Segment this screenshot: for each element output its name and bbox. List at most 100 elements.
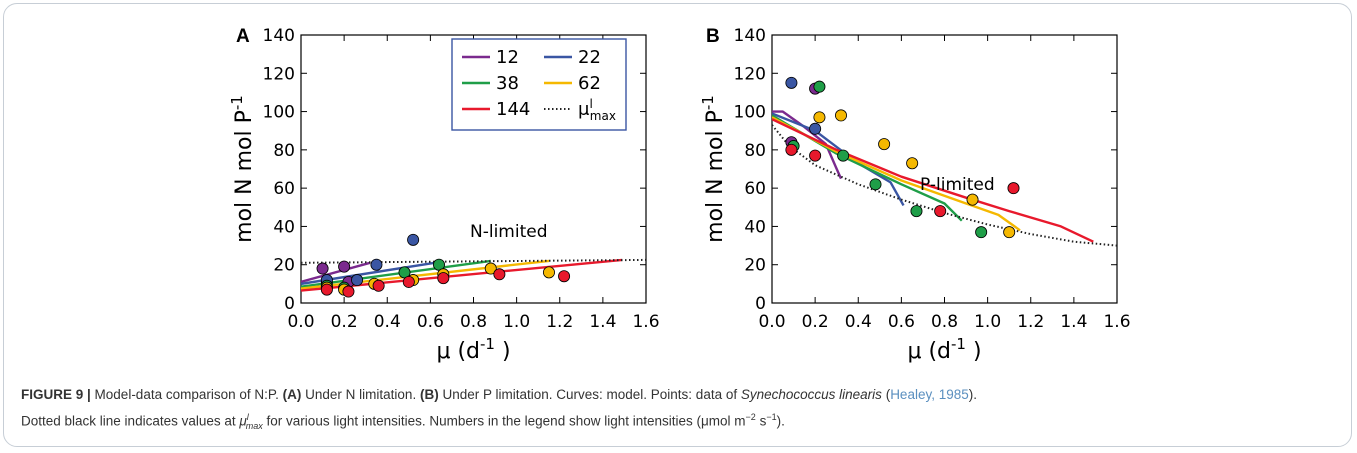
panel-b-data-point xyxy=(934,205,947,218)
panel-a-letter: A xyxy=(236,26,250,47)
panel-b-chart: 0.0 0.2 0.4 0.6 0.8 1.0 1.2 1.4 1.6 0 20 40 60 80 100 1… xyxy=(699,26,1131,364)
caption-line2-a: Dotted black line indicates values at xyxy=(21,413,240,429)
panel-a-data-point xyxy=(484,262,497,275)
panel-b-ytick-label: 40 xyxy=(744,217,766,237)
figure-caption: FIGURE 9 | Model-data comparison of N:P.… xyxy=(21,384,1341,437)
panel-b-ytick-label: 0 xyxy=(755,294,766,314)
caption-label-a: (A) xyxy=(282,387,302,402)
panel-a-data-point xyxy=(320,283,333,296)
panel-a-data-point xyxy=(437,272,450,285)
panel-b-xtick-label: 0.6 xyxy=(888,312,915,332)
panel-a-data-point xyxy=(342,285,355,298)
panel-a-annotation: N-limited xyxy=(470,222,548,242)
panel-a-data-point xyxy=(338,260,351,273)
panel-b-data-point xyxy=(813,80,826,93)
panel-b-letter: B xyxy=(706,26,720,47)
panel-b-annotation: P-limited xyxy=(920,175,995,195)
panel-b-ytick-label: 20 xyxy=(744,256,766,276)
panel-a-data-point xyxy=(351,274,364,287)
panel-a-series-line-144 xyxy=(301,258,623,292)
figure-frame xyxy=(3,3,1352,447)
panel-a-data-point xyxy=(542,266,555,279)
panel-a-series-line-12 xyxy=(301,261,371,284)
panel-b-series-line-144 xyxy=(772,118,1094,243)
panel-b-xtick-label: 1.2 xyxy=(1017,312,1044,332)
caption-mu-symbol: μ xyxy=(239,413,247,429)
panel-b-xtick-label: 1.6 xyxy=(1103,312,1130,332)
panel-b-ytick-label: 140 xyxy=(734,26,766,46)
caption-text-2: Under N limitation. xyxy=(301,387,420,402)
panel-a-ytick-label: 140 xyxy=(263,26,295,46)
panel-b-ytick-label: 60 xyxy=(744,179,766,199)
panel-b-ytick-label: 100 xyxy=(734,103,766,123)
panel-a-legend-label: 22 xyxy=(578,47,601,68)
panel-a-legend-label: μl max xyxy=(578,97,616,123)
panel-a-legend-label: 38 xyxy=(496,73,519,94)
caption-species: Synechococcus linearis xyxy=(740,387,882,402)
panel-a-y-axis-label: mol N mol P-1 xyxy=(228,95,257,243)
panel-b-xtick-label: 1.4 xyxy=(1060,312,1087,332)
panel-a-data-point xyxy=(316,262,329,275)
panel-b-data-point xyxy=(809,149,822,162)
panel-b-xtick-label: 0.8 xyxy=(931,312,958,332)
panel-b-xtick-label: 0.4 xyxy=(845,312,872,332)
panel-b-data-point xyxy=(975,226,988,239)
panel-a-xtick-label: 0.4 xyxy=(374,312,401,332)
panel-a-xtick-label: 1.6 xyxy=(632,312,659,332)
caption-text-3: Under P limitation. Curves: model. Point… xyxy=(438,387,741,402)
panel-a-data-point xyxy=(493,268,506,281)
panel-b-ytick-label: 120 xyxy=(734,64,766,84)
caption-text-5: ). xyxy=(968,387,977,402)
panel-b-y-axis-label: mol N mol P-1 xyxy=(699,95,728,243)
panel-b-data-point xyxy=(785,76,798,89)
panel-a-data-point xyxy=(370,258,383,271)
caption-line2-c: s xyxy=(755,413,767,429)
figure-label: FIGURE 9 | xyxy=(21,387,91,402)
caption-mu-sub: max xyxy=(245,421,263,432)
panel-a-legend-label: 62 xyxy=(578,73,601,94)
caption-line2-b: for various light intensities. Numbers i… xyxy=(262,413,746,429)
panel-b-xtick-label: 0.0 xyxy=(758,312,785,332)
panel-b-ytick-label: 80 xyxy=(744,141,766,161)
panel-a-xtick-label: 0.0 xyxy=(287,312,314,332)
panel-a-data-point xyxy=(372,279,385,292)
panel-b-xtick-label: 1.0 xyxy=(974,312,1001,332)
figure-charts: 0.0 0.2 0.4 0.6 0.8 1.0 1.2 1.4 1.6 0 20 40 60 80 100 1… xyxy=(228,26,1131,364)
caption-text-1: Model-data comparison of N:P. xyxy=(90,387,283,402)
panel-b-data-point xyxy=(966,193,979,206)
caption-text-4: ( xyxy=(881,387,891,402)
panel-a-chart: 0.0 0.2 0.4 0.6 0.8 1.0 1.2 1.4 1.6 0 20 40 60 80 100 1… xyxy=(228,26,660,364)
panel-b-data-point xyxy=(813,111,826,124)
caption-citation-link[interactable]: Healey, 1985 xyxy=(890,387,969,402)
panel-a-xtick-label: 0.6 xyxy=(417,312,444,332)
panel-b-x-axis-label: μ (d-1 ) xyxy=(907,335,981,364)
panel-a-x-axis-label: μ (d-1 ) xyxy=(436,335,510,364)
caption-label-b: (B) xyxy=(419,387,439,402)
panel-a-data-point xyxy=(402,275,415,288)
panel-a-ytick-label: 100 xyxy=(263,103,295,123)
panel-a-ytick-label: 40 xyxy=(273,217,295,237)
caption-mu-sup: l xyxy=(246,412,249,422)
panel-b-series-group xyxy=(772,110,1117,247)
panel-b-series-line-mumax xyxy=(772,124,1117,247)
panel-b-data-point xyxy=(837,149,850,162)
panel-b-data-point xyxy=(809,122,822,135)
caption-line-2: Dotted black line indicates values at μl… xyxy=(21,406,1341,437)
panel-a-legend-box xyxy=(451,38,627,131)
panel-b-data-point xyxy=(878,138,891,151)
panel-a-legend-label: 144 xyxy=(496,99,530,120)
panel-a-legend-label: 12 xyxy=(496,47,519,68)
panel-a-ytick-label: 120 xyxy=(263,64,295,84)
panel-a-ytick-label: 0 xyxy=(284,294,295,314)
panel-a-xtick-label: 0.2 xyxy=(331,312,358,332)
caption-unit-sup1: −2 xyxy=(745,412,756,422)
panel-a-ytick-label: 60 xyxy=(273,179,295,199)
panel-b-data-point xyxy=(869,178,882,191)
panel-a-ytick-label: 80 xyxy=(273,141,295,161)
caption-line-1: FIGURE 9 | Model-data comparison of N:P.… xyxy=(21,384,1341,406)
panel-a-data-point xyxy=(558,270,571,283)
panel-a-ytick-label: 20 xyxy=(273,256,295,276)
panel-b-data-point xyxy=(1003,226,1016,239)
panel-b-data-point xyxy=(910,205,923,218)
panel-b-series-line-12 xyxy=(772,110,843,180)
